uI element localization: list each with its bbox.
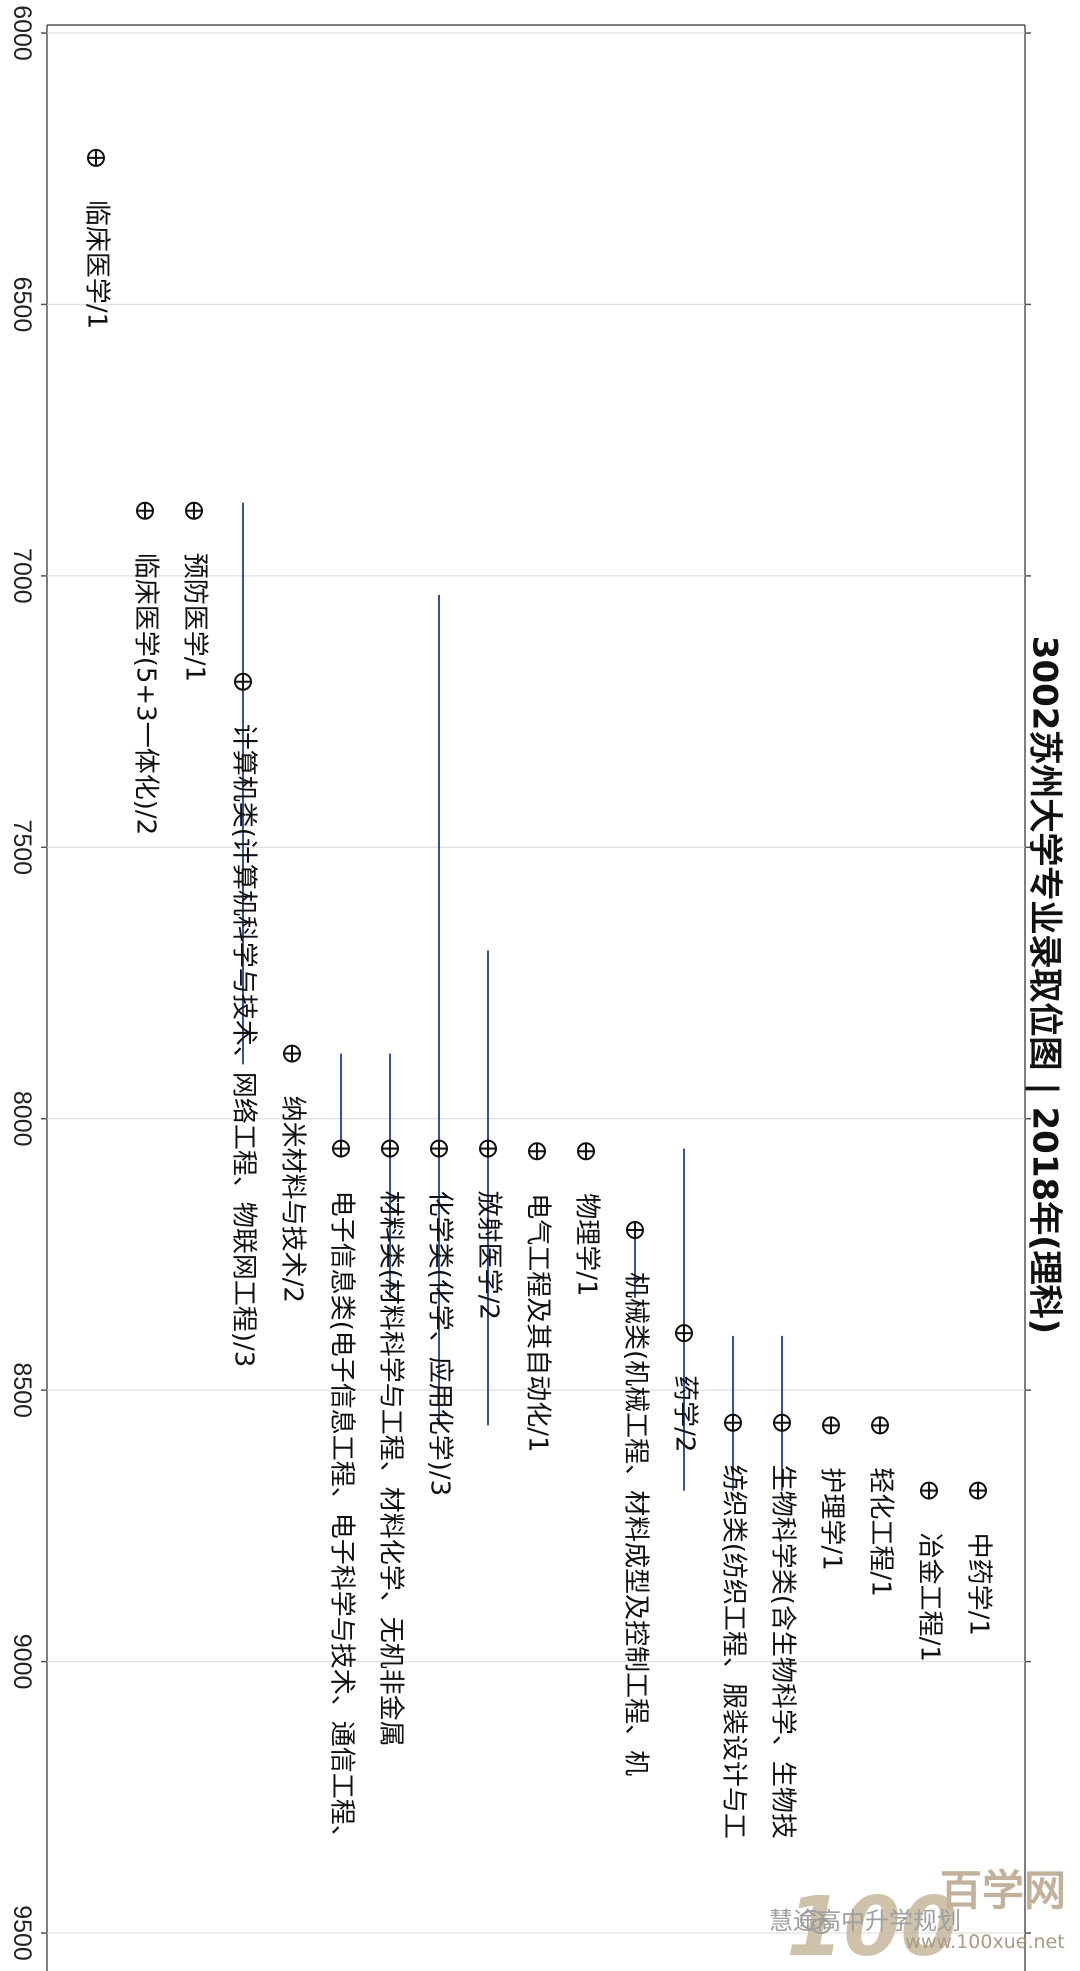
data-label: 机械类(机械工程、材料成型及控制工程、机 [621,1272,651,1776]
data-point-marker [822,1416,840,1435]
watermark-url: www.100xue.net [905,1931,1064,1953]
range-lines [242,502,783,1491]
tick-label: 9500 [8,1905,36,1961]
watermark-logo-name: 百学网 [940,1866,1066,1915]
tick-label: 7500 [8,819,36,875]
tick-label: 8000 [8,1091,36,1147]
data-label: 纳米材料与技术/2 [278,1096,308,1303]
data-point-marker [626,1221,644,1239]
tick-label: 6500 [8,277,36,333]
wechat-label: 慧途高中升学规划 [769,1907,961,1935]
data-point-marker [381,1139,399,1158]
data-label: 临床医学/1 [82,200,112,329]
data-label: 电子信息类(电子信息工程、电子科学与技术、通信工程、 [327,1191,357,1851]
data-point-marker [577,1142,595,1161]
tick-label: 8500 [8,1362,36,1418]
data-labels: 临床医学/1 临床医学(5+3一体化)/2 预防医学/1 计算机类(计算机科学与技术、… [82,200,994,1851]
watermark-logo-number: 100 [786,1880,957,1971]
data-point-marker [920,1481,938,1500]
data-point-marker [430,1139,448,1158]
data-label: 电气工程及其自动化/1 [523,1193,553,1452]
data-point-marker [479,1139,497,1158]
chart-title: 3002苏州大学专业录取位图 | 2018年(理科) [1025,636,1065,1334]
data-point-marker [871,1416,889,1435]
data-label: 临床医学(5+3一体化)/2 [131,553,161,835]
watermark: 100 百学网 www.100xue.net 慧途高中升学规划 [769,1866,1066,1971]
tick-label: 9000 [8,1634,36,1690]
data-point-marker [87,148,105,167]
wechat-icon [800,1910,831,1934]
data-label: 中药学/1 [964,1533,994,1636]
data-point-marker [724,1413,742,1432]
data-label: 预防医学/1 [180,553,210,682]
tick-label: 6000 [8,5,36,61]
data-point-marker [332,1139,350,1158]
data-markers [87,148,987,1500]
data-point-marker [969,1481,987,1500]
data-label: 放射医学/2 [474,1191,504,1320]
data-point-marker [773,1413,791,1432]
tick-label: 7000 [8,548,36,604]
data-label: 轻化工程/1 [866,1467,896,1596]
data-label: 化学类(化学、应用化学)/3 [425,1191,455,1497]
data-point-marker [283,1044,301,1063]
data-point-marker [528,1142,546,1161]
data-label: 护理学/1 [817,1467,847,1570]
data-label: 材料类(材料科学与工程、材料化学、无机非金属 [376,1191,406,1747]
data-label: 计算机类(计算机科学与技术、网络工程、物联网工程)/3 [229,724,259,1368]
data-point-marker [136,501,154,520]
data-point-marker [234,672,252,691]
data-point-marker [185,501,203,520]
data-label: 生物科学类(含生物科学、生物技 [768,1465,798,1839]
data-label: 纺织类(纺织工程、服装设计与工 [719,1465,749,1839]
plot-frame [46,24,1026,1971]
data-label: 冶金工程/1 [915,1533,945,1662]
data-label: 物理学/1 [572,1193,602,1296]
data-point-marker [675,1324,693,1343]
data-label: 药学/2 [670,1375,700,1452]
gridlines [41,32,1031,1934]
axis-tick-labels: 6000 6500 7000 7500 8000 8500 9000 9500 [8,5,36,1961]
